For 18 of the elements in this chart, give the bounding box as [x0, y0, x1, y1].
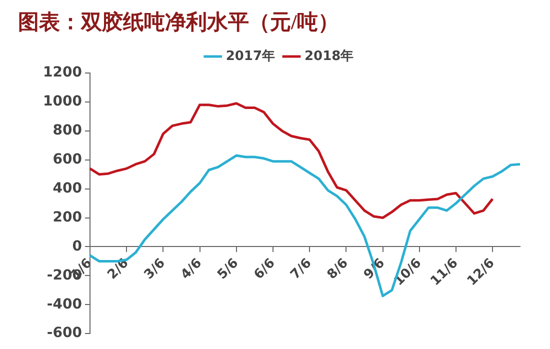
legend-label: 2018年 — [304, 48, 354, 64]
x-tick-label: 7/6 — [288, 256, 315, 283]
y-tick-label: -400 — [46, 296, 82, 312]
x-tick-label: 3/6 — [142, 256, 168, 283]
y-tick-label: 0 — [72, 238, 82, 254]
y-tick-label: 800 — [52, 122, 82, 139]
x-tick-label: 4/6 — [178, 256, 205, 283]
x-tick-label: 5/6 — [214, 256, 242, 283]
x-tick-label: 6/6 — [251, 256, 278, 283]
x-tick-label: 8/6 — [324, 256, 352, 283]
y-tick-label: -600 — [46, 325, 82, 342]
legend-label: 2017年 — [226, 48, 276, 64]
y-tick-label: 1000 — [42, 94, 82, 110]
y-tick-label: 200 — [52, 209, 82, 226]
y-tick-label: 1200 — [42, 64, 82, 81]
chart-title: 图表：双胶纸吨净利水平（元/吨） — [18, 9, 339, 36]
y-tick-label: 400 — [52, 180, 82, 196]
y-tick-label: 600 — [52, 152, 82, 168]
